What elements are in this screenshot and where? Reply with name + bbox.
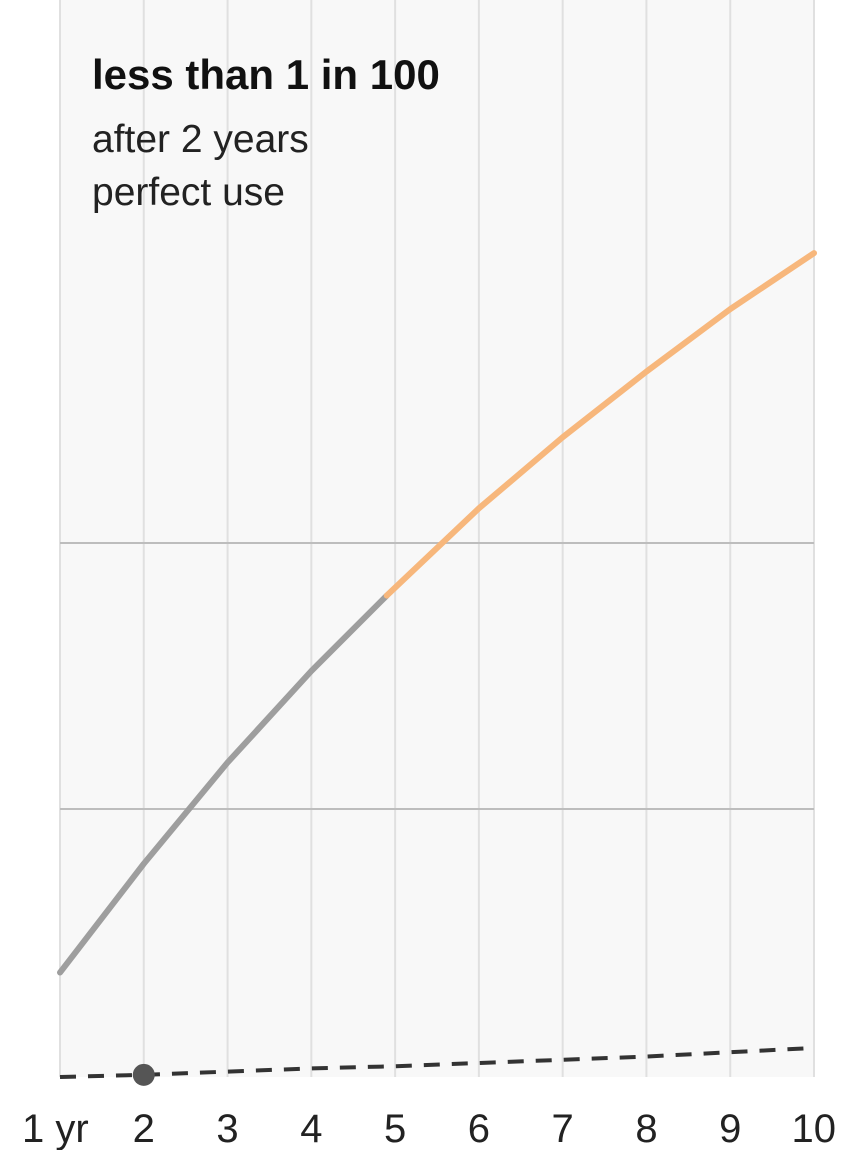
annotation-line-1: after 2 years <box>92 118 309 161</box>
highlight-point <box>132 1063 155 1086</box>
x-tick-label: 4 <box>300 1107 322 1150</box>
series-line-segment-2 <box>383 250 817 599</box>
x-tick-label: 3 <box>216 1107 238 1150</box>
series-line-segment-1 <box>57 592 390 976</box>
series-line-dashed <box>59 1045 815 1079</box>
x-tick-label: 9 <box>719 1107 741 1150</box>
x-tick-label: 10 <box>792 1107 837 1150</box>
x-tick-label: 8 <box>635 1107 657 1150</box>
annotation-title: less than 1 in 100 <box>92 51 440 98</box>
x-tick-label: 6 <box>468 1107 490 1150</box>
x-axis-ticks: 1 yr 2 3 4 5 6 7 8 9 10 <box>22 1107 836 1150</box>
x-tick-label: 5 <box>384 1107 406 1150</box>
annotation-line-2: perfect use <box>92 171 285 214</box>
series-lines <box>57 250 817 1079</box>
highlight-points <box>132 1063 155 1086</box>
x-tick-label: 2 <box>133 1107 155 1150</box>
x-tick-label: 7 <box>552 1107 574 1150</box>
x-tick-label: 1 yr <box>22 1107 89 1150</box>
annotation: less than 1 in 100 after 2 years perfect… <box>92 51 440 214</box>
plot-background <box>60 0 814 1077</box>
